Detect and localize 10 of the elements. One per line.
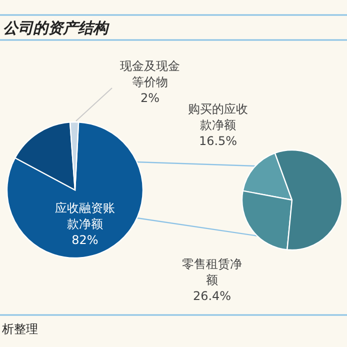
slice-label: 应收融资账款净额 — [55, 201, 115, 231]
data-label: 16.5% — [198, 134, 238, 148]
data-label: 26.4% — [192, 289, 232, 303]
slice-label: 零售租赁净额 — [182, 257, 242, 287]
text: 析整理 — [1, 322, 38, 336]
slice-label: 现金及现金等价物 — [120, 59, 180, 89]
data-label: 2% — [140, 91, 160, 105]
slice-label: 购买的应收款净额 — [188, 102, 248, 132]
data-label: 82% — [72, 233, 98, 247]
chart-title: 公司的资产结构 — [3, 19, 110, 37]
